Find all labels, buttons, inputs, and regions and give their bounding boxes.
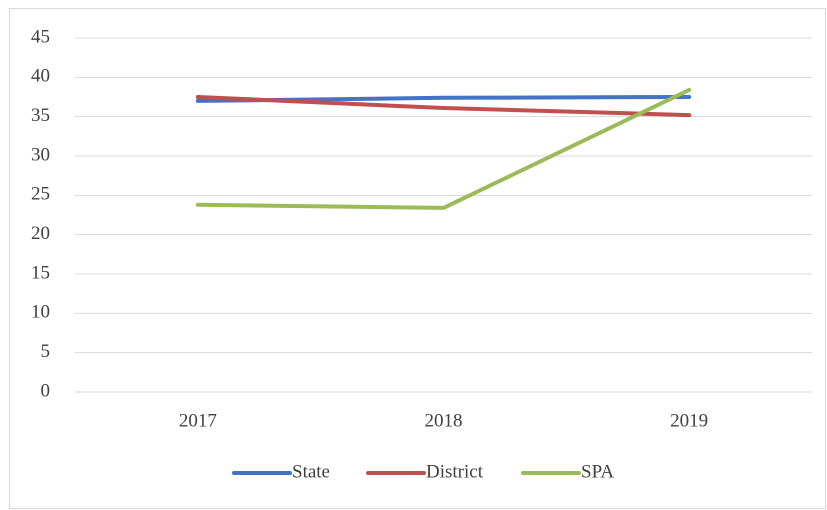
y-tick-label: 45 [31, 26, 50, 47]
x-tick-label: 2019 [670, 410, 708, 431]
series-line [195, 95, 692, 118]
x-tick-label: 2018 [425, 410, 463, 431]
series-line [195, 87, 692, 210]
x-tick-label: 2017 [179, 410, 217, 431]
legend-label: State [292, 461, 330, 482]
y-tick-label: 25 [31, 184, 50, 205]
y-tick-label: 35 [31, 105, 50, 126]
y-tick-label: 0 [41, 380, 51, 401]
y-tick-label: 20 [31, 223, 50, 244]
y-tick-label: 5 [41, 341, 51, 362]
y-tick-label: 40 [31, 66, 50, 87]
y-tick-label: 10 [31, 302, 50, 323]
y-tick-label: 15 [31, 262, 50, 283]
y-tick-label: 30 [31, 144, 50, 165]
legend-label: District [426, 461, 484, 482]
legend-label: SPA [581, 461, 614, 482]
chart-border [9, 8, 826, 509]
